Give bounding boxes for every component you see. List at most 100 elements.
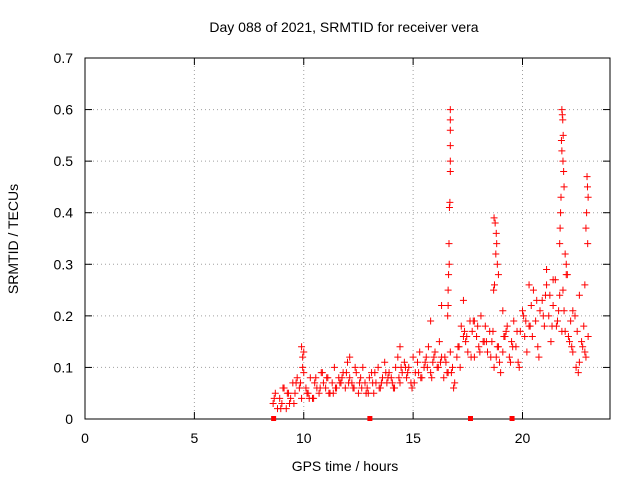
data-point — [311, 379, 319, 387]
x-axis-label: GPS time / hours — [292, 458, 399, 474]
data-point — [286, 400, 294, 408]
axis-marker — [509, 416, 515, 421]
data-point — [564, 332, 572, 340]
data-point — [388, 379, 396, 387]
data-point — [581, 281, 589, 289]
data-point — [533, 296, 541, 304]
data-point — [346, 374, 354, 382]
data-point — [456, 363, 464, 371]
data-point — [490, 286, 498, 294]
data-point — [299, 353, 307, 361]
x-tick-label: 0 — [81, 430, 89, 446]
data-point — [492, 250, 500, 258]
data-point — [499, 307, 507, 315]
data-point — [325, 389, 333, 397]
data-point — [382, 369, 390, 377]
chart-title: Day 088 of 2021, SRMTID for receiver ver… — [209, 19, 478, 35]
data-point — [514, 358, 522, 366]
data-point — [557, 137, 565, 145]
data-point — [503, 322, 511, 330]
data-point — [345, 379, 353, 387]
data-point — [305, 394, 313, 402]
data-point — [475, 343, 483, 351]
data-point — [421, 358, 429, 366]
data-point — [292, 379, 300, 387]
data-point — [446, 142, 454, 150]
data-point — [444, 312, 452, 320]
data-point — [323, 374, 331, 382]
data-point — [287, 394, 295, 402]
data-point — [293, 374, 301, 382]
data-point — [453, 353, 461, 361]
data-point — [560, 167, 568, 175]
data-point — [278, 400, 286, 408]
x-tick-label: 10 — [296, 430, 312, 446]
data-point — [352, 369, 360, 377]
axis-marker — [468, 416, 473, 421]
data-point — [482, 338, 490, 346]
data-point — [566, 338, 574, 346]
data-point — [528, 332, 536, 340]
data-point — [557, 209, 565, 217]
data-point — [527, 302, 535, 310]
data-point — [312, 374, 320, 382]
x-tick-label: 5 — [190, 430, 198, 446]
data-point — [377, 379, 385, 387]
x-tick-label: 15 — [405, 430, 421, 446]
data-point — [513, 327, 521, 335]
data-point — [509, 343, 517, 351]
data-point — [500, 332, 508, 340]
y-tick-labels: 0 0.1 0.2 0.3 0.4 0.5 0.6 0.7 — [54, 50, 74, 427]
data-point — [462, 338, 470, 346]
data-point — [583, 183, 591, 191]
data-point — [559, 157, 567, 165]
data-point — [396, 379, 404, 387]
data-point — [489, 327, 497, 335]
data-point — [446, 157, 454, 165]
data-point — [414, 358, 421, 366]
data-point — [424, 343, 432, 351]
data-point — [493, 343, 501, 351]
data-point — [584, 240, 592, 248]
data-point — [463, 332, 471, 340]
data-point — [519, 307, 526, 315]
data-point — [474, 322, 482, 330]
data-point — [291, 389, 299, 397]
data-point — [560, 183, 568, 191]
data-point — [461, 327, 469, 335]
data-point — [444, 302, 452, 310]
data-point — [557, 193, 565, 201]
data-point — [446, 348, 454, 356]
data-point — [431, 348, 439, 356]
data-point — [547, 338, 555, 346]
axis-ticks — [84, 57, 610, 420]
y-axis-label: SRMTID / TECUs — [5, 184, 21, 294]
data-point — [563, 271, 571, 279]
data-point — [492, 229, 500, 237]
data-point — [582, 353, 590, 361]
data-point — [300, 369, 308, 377]
data-point — [497, 369, 505, 377]
data-point — [580, 322, 588, 330]
data-point — [468, 327, 476, 335]
data-point — [330, 363, 338, 371]
data-point — [549, 276, 557, 284]
y-tick-label: 0.1 — [54, 359, 74, 375]
data-point — [354, 389, 362, 397]
x-tick-label: 20 — [515, 430, 531, 446]
data-point — [445, 260, 453, 268]
data-point — [484, 348, 491, 356]
data-point — [298, 394, 306, 402]
data-point — [341, 384, 349, 392]
data-point — [269, 400, 277, 408]
data-points — [269, 106, 592, 413]
data-point — [569, 348, 577, 356]
data-point — [487, 353, 495, 361]
data-point — [446, 126, 454, 134]
data-point — [522, 317, 530, 325]
data-point — [397, 363, 405, 371]
y-tick-label: 0.2 — [54, 308, 74, 324]
data-point — [515, 363, 523, 371]
data-point — [562, 260, 570, 268]
data-point — [270, 394, 278, 402]
